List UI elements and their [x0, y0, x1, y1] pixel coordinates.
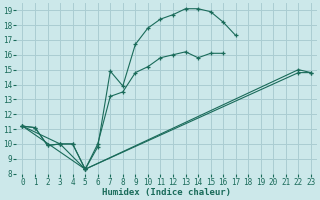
X-axis label: Humidex (Indice chaleur): Humidex (Indice chaleur)	[102, 188, 231, 197]
